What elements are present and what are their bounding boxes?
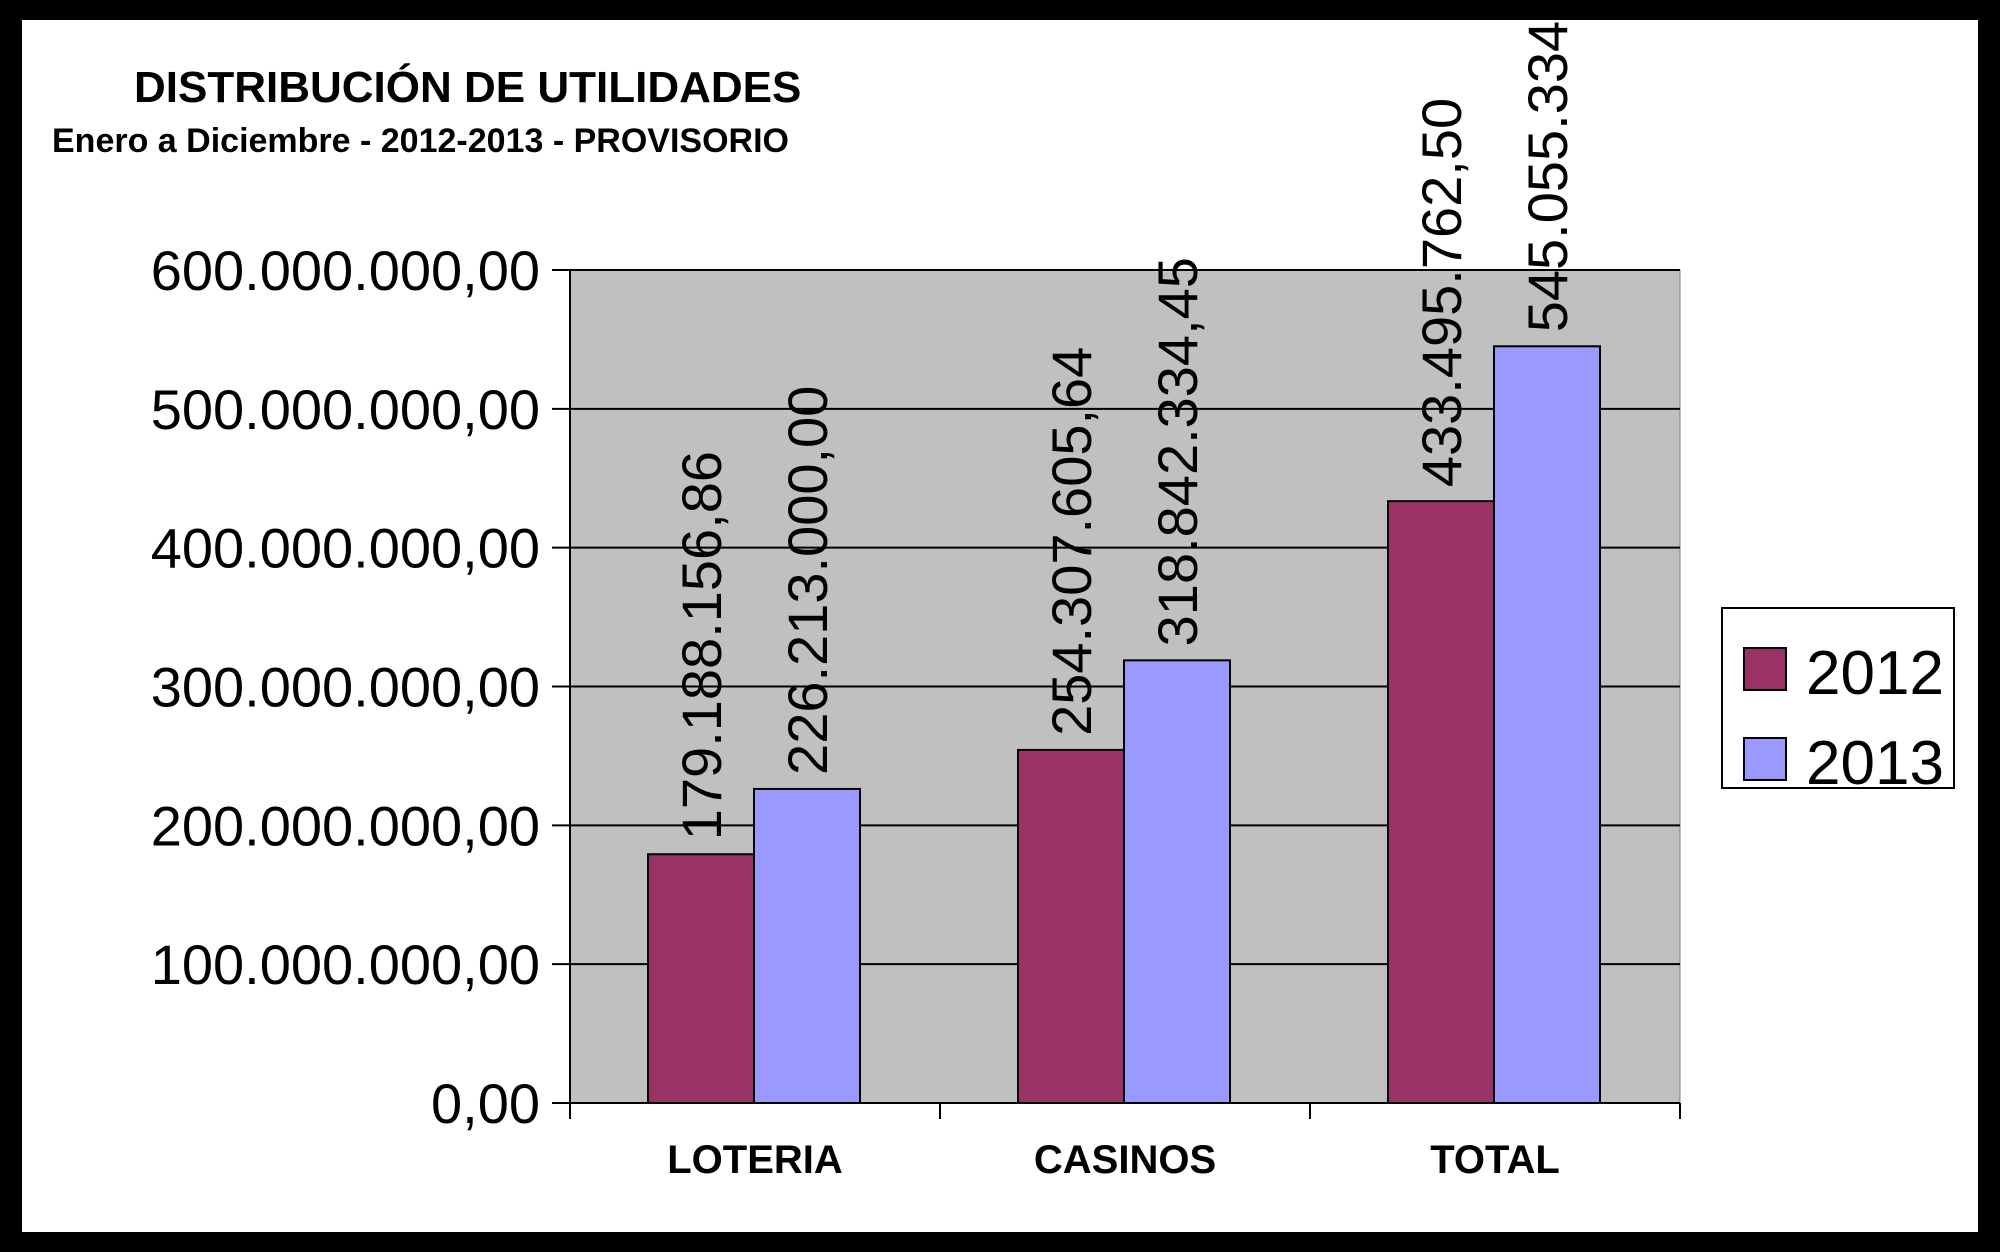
legend: 2012 2013 [1721, 607, 1955, 798]
y-tick-label: 600.000.000,00 [151, 239, 540, 302]
y-tick-label: 300.000.000,00 [151, 656, 540, 719]
data-label: 545.055.334,45 [1516, 20, 1579, 332]
bar-2012-casinos [1017, 748, 1125, 1104]
y-tick-label: 500.000.000,00 [151, 378, 540, 441]
y-tick-label: 200.000.000,00 [151, 794, 540, 857]
data-label: 318.842.334,45 [1146, 257, 1209, 646]
bar-2012-loteria [647, 853, 755, 1104]
plot-area: 0,00 100.000.000,00 200.000.000,00 300.000.… [151, 20, 1681, 1182]
chart-subtitle: Enero a Diciembre - 2012-2013 - PROVISOR… [52, 122, 789, 160]
bar-2013-loteria [753, 787, 861, 1105]
data-label: 179.188.156,86 [670, 451, 733, 840]
x-tick-label: CASINOS [1034, 1138, 1216, 1182]
data-label: 254.307.605,64 [1040, 347, 1103, 736]
bar-2013-casinos [1123, 659, 1231, 1105]
bar-2012-total [1387, 500, 1495, 1104]
bar-2013-total [1493, 345, 1601, 1105]
y-tick-label: 400.000.000,00 [151, 517, 540, 580]
legend-label: 2012 [1806, 639, 1944, 708]
legend-swatch [1743, 737, 1787, 781]
bar-chart: DISTRIBUCIÓN DE UTILIDADES Enero a Dicie… [52, 20, 1955, 1182]
chart-title: DISTRIBUCIÓN DE UTILIDADES [134, 62, 801, 112]
data-label: 226.213.000,00 [776, 386, 839, 775]
legend-label: 2013 [1806, 729, 1944, 798]
x-tick-label: TOTAL [1430, 1138, 1560, 1182]
chart-frame: DISTRIBUCIÓN DE UTILIDADES Enero a Dicie… [22, 20, 1978, 1232]
x-tick-label: LOTERIA [667, 1138, 843, 1182]
y-tick-label: 100.000.000,00 [151, 933, 540, 996]
data-label: 433.495.762,50 [1410, 98, 1473, 487]
y-tick-label: 0,00 [431, 1072, 540, 1135]
legend-swatch [1743, 647, 1787, 691]
